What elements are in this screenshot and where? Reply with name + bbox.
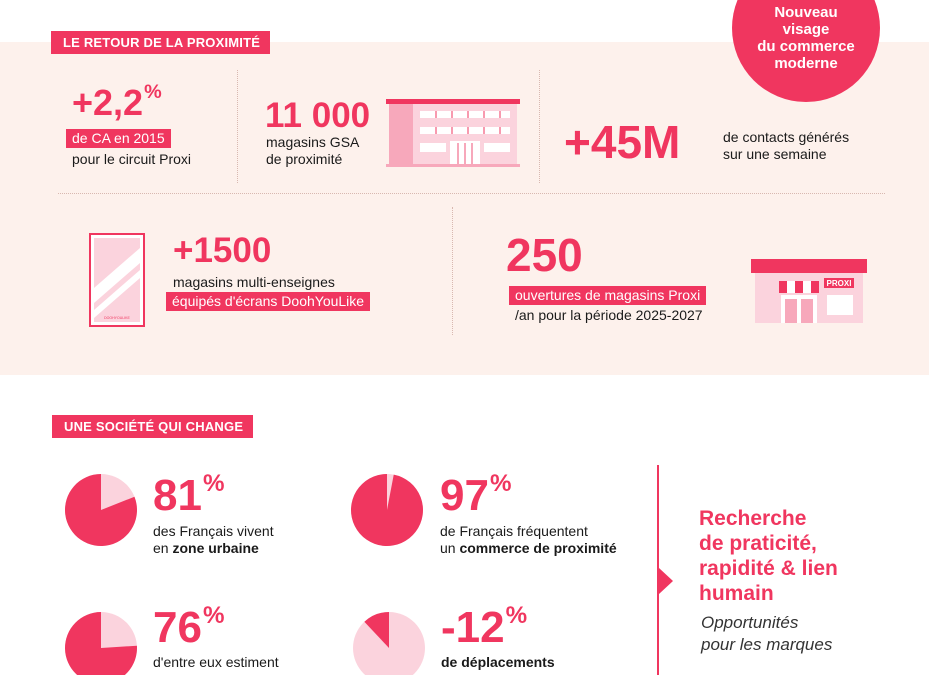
stat-proximity-line1: de Français fréquentent — [440, 523, 588, 539]
badge-line-1: Nouveau — [774, 4, 838, 21]
stat-urban-line2: en zone urbaine — [153, 540, 259, 556]
section-proximity-tag: LE RETOUR DE LA PROXIMITÉ — [51, 31, 271, 54]
stat-stores-line1: magasins GSA — [266, 134, 360, 150]
badge-line-4: moderne — [774, 55, 838, 72]
divider — [452, 207, 453, 335]
stat-urban-line1: des Français vivent — [153, 523, 274, 539]
digital-screen-icon: DOOHYOULIKE — [89, 233, 145, 327]
stat-trips-line1: de déplacements — [441, 654, 555, 670]
stat-ca-value: +2,2% — [72, 81, 162, 123]
stat-screens-highlight: équipés d'écrans DoohYouLike — [166, 292, 371, 311]
shop-sign-text: PROXI — [827, 279, 852, 288]
stat-proximity-value: 97% — [440, 470, 512, 520]
stat-openings-highlight: ouvertures de magasins Proxi — [509, 286, 707, 305]
separator-line — [657, 465, 659, 675]
section-society-tag: UNE SOCIÉTÉ QUI CHANGE — [52, 415, 254, 438]
screen-logo-text: DOOHYOULIKE — [104, 316, 130, 320]
arrow-right-icon — [659, 568, 673, 594]
pie-chart-76 — [65, 612, 137, 675]
pie-slice — [64, 474, 137, 546]
divider — [58, 193, 885, 194]
side-sub-line: pour les marques — [701, 635, 833, 654]
pie-chart-12 — [353, 612, 425, 675]
stat-openings-value: 250 — [506, 229, 583, 281]
stat-stores-line2: de proximité — [266, 151, 343, 167]
pie-slice — [364, 612, 389, 648]
divider — [539, 70, 540, 183]
stat-trips-value: -12% — [441, 602, 528, 652]
stat-screens-caption: magasins multi-enseignes — [173, 274, 335, 290]
stat-contacts-line2: sur une semaine — [723, 146, 827, 162]
badge-line-2: visage — [782, 21, 830, 38]
stat-screens-value: +1500 — [173, 231, 272, 270]
badge-line-3: du commerce — [757, 38, 855, 55]
divider — [237, 70, 238, 183]
stat-proximity-line2: un commerce de proximité — [440, 540, 617, 556]
stat-contacts-value: +45M — [564, 116, 681, 168]
side-heading-line: rapidité & lien — [699, 557, 838, 580]
proxi-shop-icon: PROXI — [751, 259, 867, 323]
stat-stores-value: 11 000 — [265, 96, 371, 135]
stat-urban-value: 81% — [153, 470, 225, 520]
stat-opinion-value: 76% — [153, 602, 225, 652]
stat-openings-caption: /an pour la période 2025-2027 — [515, 307, 703, 323]
stat-ca-caption: pour le circuit Proxi — [72, 151, 192, 167]
pie-chart-97 — [350, 474, 423, 546]
side-heading-line: Recherche — [699, 507, 807, 530]
side-heading-line: de praticité, — [699, 532, 817, 555]
pie-slice — [65, 612, 137, 675]
side-subheading: Opportunités pour les marques — [701, 612, 832, 656]
side-sub-line: Opportunités — [701, 613, 799, 632]
supermarket-building-icon — [386, 99, 520, 167]
side-heading: Recherche de praticité, rapidité & lien … — [699, 506, 838, 606]
stat-contacts-line1: de contacts générés — [723, 129, 850, 145]
side-heading-line: humain — [699, 582, 774, 605]
stat-opinion-line1: d'entre eux estiment — [153, 654, 279, 670]
stat-ca-highlight: de CA en 2015 — [66, 129, 171, 148]
pie-slice — [350, 474, 423, 546]
pie-chart-81 — [64, 474, 137, 546]
